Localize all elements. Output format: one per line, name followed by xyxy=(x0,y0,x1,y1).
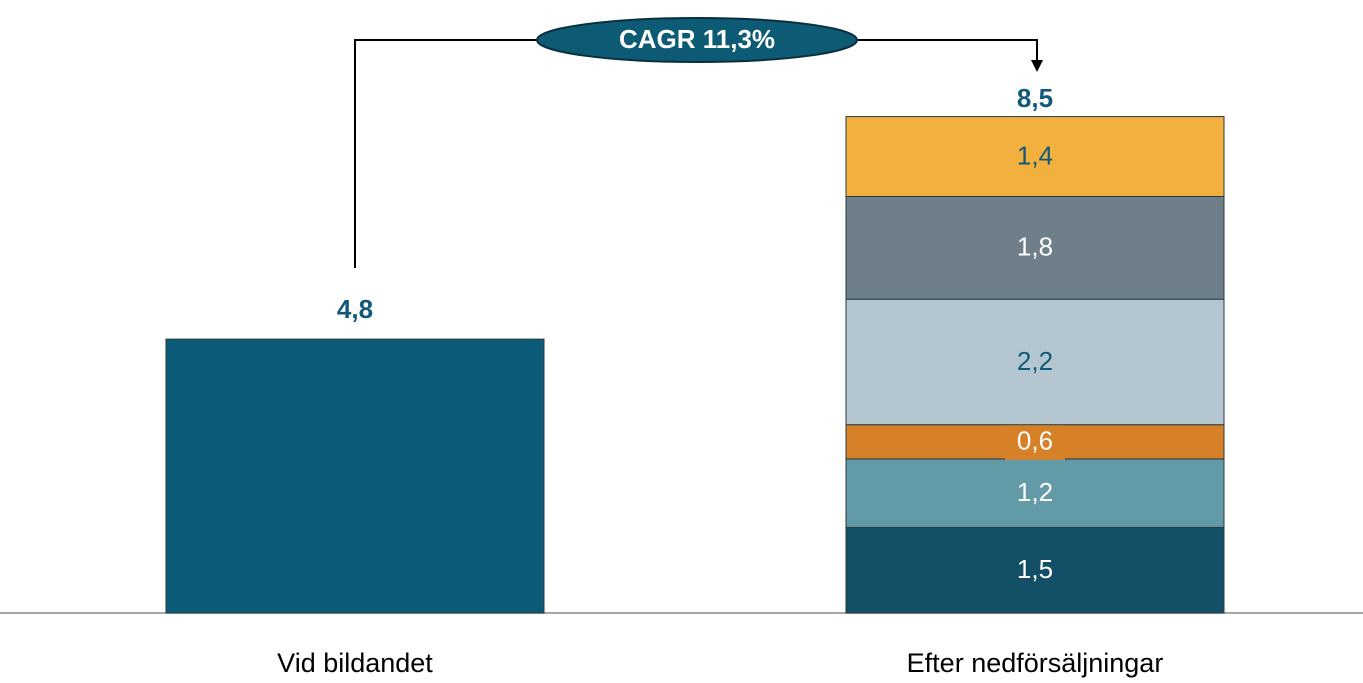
cagr-label: CAGR 11,3% xyxy=(619,24,775,54)
bar-segment xyxy=(845,195,1225,300)
bar-segment xyxy=(845,116,1225,197)
total-label: 4,8 xyxy=(337,294,373,324)
total-label: 8,5 xyxy=(1017,83,1053,113)
bar-segment xyxy=(845,458,1225,528)
segment-label: 1,4 xyxy=(1017,140,1053,170)
x-tick-label: Efter nedförsäljningar xyxy=(907,648,1164,678)
cagr-arrowhead xyxy=(1031,60,1043,72)
bar-segment xyxy=(165,338,545,614)
segment-label: 1,8 xyxy=(1017,232,1053,262)
segment-label: 2,2 xyxy=(1017,346,1053,376)
cagr-badge xyxy=(536,17,858,63)
bar-segment xyxy=(845,526,1225,614)
segment-label: 0,6 xyxy=(1017,426,1053,456)
segment-label: 1,2 xyxy=(1017,477,1053,507)
label-backdrop xyxy=(1005,423,1065,460)
segment-label: 1,5 xyxy=(1017,554,1053,584)
bar-segment xyxy=(845,298,1225,426)
x-tick-label: Vid bildandet xyxy=(277,648,433,678)
